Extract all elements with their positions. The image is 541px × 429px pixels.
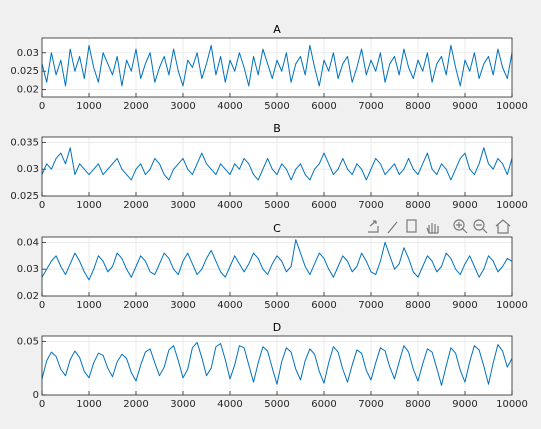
axes-box xyxy=(41,37,513,98)
x-tick-label: 8000 xyxy=(405,200,430,211)
datatip-icon[interactable] xyxy=(406,219,417,233)
x-tick-label: 7000 xyxy=(358,200,383,211)
x-tick-label: 1000 xyxy=(76,300,101,311)
x-tick-label: 6000 xyxy=(311,200,336,211)
x-tick-label: 5000 xyxy=(264,399,289,410)
x-tick-label: 3000 xyxy=(170,399,195,410)
x-tick-label: 6000 xyxy=(311,300,336,311)
x-tick-label: 0 xyxy=(39,300,45,311)
x-tick-label: 7000 xyxy=(358,399,383,410)
x-tick-label: 4000 xyxy=(217,399,242,410)
x-tick-label: 10000 xyxy=(496,200,528,211)
x-tick-label: 10000 xyxy=(496,300,528,311)
data-line xyxy=(41,239,513,281)
data-line xyxy=(41,44,513,87)
axes-box xyxy=(41,136,513,197)
x-tick-label: 3000 xyxy=(170,300,195,311)
axes-toolbar xyxy=(368,219,511,234)
x-tick-label: 9000 xyxy=(452,200,477,211)
x-tick-label: 0 xyxy=(39,200,45,211)
x-tick-label: 9000 xyxy=(452,399,477,410)
x-tick-label: 0 xyxy=(39,399,45,410)
axes-title: C xyxy=(273,222,281,235)
x-tick-label: 5000 xyxy=(264,300,289,311)
x-tick-label: 7000 xyxy=(358,101,383,112)
x-tick-label: 4000 xyxy=(217,200,242,211)
axes: A 0 1000 2000 3000 4000 5000 6000 7000 8000 9000 10… xyxy=(10,23,528,112)
x-tick-label: 5000 xyxy=(264,101,289,112)
x-tick-label: 3000 xyxy=(170,200,195,211)
brush-icon[interactable] xyxy=(387,221,398,234)
axes-title: B xyxy=(273,122,281,135)
axes-title: A xyxy=(273,23,281,36)
x-tick-label: 9000 xyxy=(452,101,477,112)
axes: D 0 1000 2000 3000 4000 5000 6000 7000 8000 9000 10… xyxy=(17,321,528,410)
x-tick-label: 7000 xyxy=(358,300,383,311)
y-tick-label: 0.025 xyxy=(10,66,39,77)
x-tick-label: 1000 xyxy=(76,101,101,112)
x-tick-label: 10000 xyxy=(496,399,528,410)
x-tick-label: 10000 xyxy=(496,101,528,112)
x-tick-label: 2000 xyxy=(123,300,148,311)
axes: B 0 1000 2000 3000 4000 5000 6000 7000 8000 9000 10… xyxy=(10,122,528,211)
x-tick-label: 3000 xyxy=(170,101,195,112)
axes-box xyxy=(41,335,513,396)
y-tick-label: 0.02 xyxy=(17,291,39,302)
y-tick-label: 0.035 xyxy=(10,137,39,148)
x-tick-label: 8000 xyxy=(405,300,430,311)
x-tick-label: 1000 xyxy=(76,399,101,410)
x-tick-label: 9000 xyxy=(452,300,477,311)
y-tick-label: 0.04 xyxy=(17,237,39,248)
restore-view-icon[interactable] xyxy=(495,219,511,234)
x-tick-label: 6000 xyxy=(311,101,336,112)
x-tick-label: 8000 xyxy=(405,399,430,410)
axes: C 0 1000 2000 3000 4000 5000 6000 7000 8000 9000 10… xyxy=(17,222,528,311)
y-tick-label: 0.05 xyxy=(17,336,39,347)
x-tick-label: 5000 xyxy=(264,200,289,211)
zoom-out-glyph xyxy=(476,224,488,234)
x-tick-label: 2000 xyxy=(123,101,148,112)
zoom-out-icon[interactable] xyxy=(473,219,485,231)
zoom-in-icon[interactable] xyxy=(453,219,465,231)
y-tick-label: 0.03 xyxy=(17,264,39,275)
x-tick-label: 6000 xyxy=(311,399,336,410)
data-line xyxy=(41,341,513,386)
x-tick-label: 8000 xyxy=(405,101,430,112)
export-icon[interactable] xyxy=(368,220,379,233)
y-tick-label: 0 xyxy=(33,390,39,401)
y-tick-label: 0.025 xyxy=(10,191,39,202)
pan-icon[interactable] xyxy=(426,223,439,234)
zoom-in-glyph xyxy=(456,222,468,234)
x-tick-label: 4000 xyxy=(217,300,242,311)
x-tick-label: 2000 xyxy=(123,200,148,211)
x-tick-label: 0 xyxy=(39,101,45,112)
data-line xyxy=(41,147,513,181)
axes-title: D xyxy=(273,321,281,334)
y-tick-label: 0.03 xyxy=(17,48,39,59)
y-tick-label: 0.03 xyxy=(17,164,39,175)
x-tick-label: 4000 xyxy=(217,101,242,112)
axes-box xyxy=(41,236,513,297)
x-tick-label: 2000 xyxy=(123,399,148,410)
x-tick-label: 1000 xyxy=(76,200,101,211)
y-tick-label: 0.02 xyxy=(17,85,39,96)
